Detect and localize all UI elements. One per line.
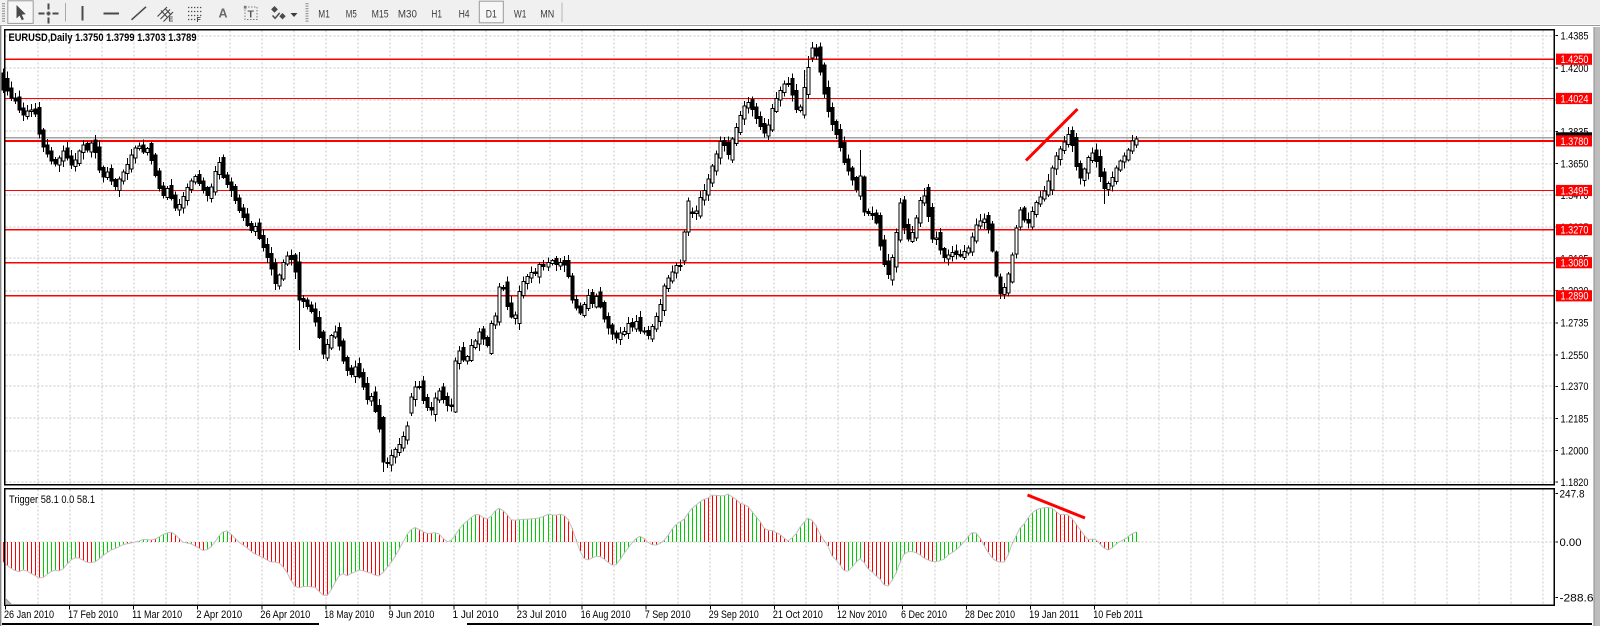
svg-text:9 Jun 2010: 9 Jun 2010	[388, 609, 434, 621]
svg-text:1.4250: 1.4250	[1561, 54, 1589, 66]
svg-text:23 Jul 2010: 23 Jul 2010	[517, 609, 567, 621]
svg-text:H1: H1	[431, 8, 442, 20]
svg-text:17 Feb 2010: 17 Feb 2010	[68, 609, 118, 621]
svg-text:1.4024: 1.4024	[1561, 93, 1589, 105]
svg-text:1.2890: 1.2890	[1561, 291, 1589, 303]
svg-text:26 Jan 2010: 26 Jan 2010	[4, 609, 54, 621]
svg-text:M15: M15	[372, 8, 389, 20]
svg-text:1 Jul 2010: 1 Jul 2010	[453, 609, 499, 621]
svg-text:M30: M30	[398, 8, 417, 20]
svg-text:1.2370: 1.2370	[1561, 381, 1589, 393]
svg-text:E: E	[169, 17, 174, 24]
svg-text:1.3270: 1.3270	[1561, 225, 1589, 237]
svg-text:1.3650: 1.3650	[1561, 159, 1589, 171]
svg-text:1.2735: 1.2735	[1561, 318, 1589, 330]
svg-text:EURUSD,Daily 1.3750 1.3799 1.: EURUSD,Daily 1.3750 1.3799 1.3703 1.3789	[9, 32, 197, 44]
svg-text:7 Sep 2010: 7 Sep 2010	[645, 609, 691, 621]
svg-text:1.1820: 1.1820	[1561, 477, 1589, 489]
svg-text:M5: M5	[346, 8, 357, 20]
svg-text:M1: M1	[318, 8, 330, 20]
svg-text:1.2000: 1.2000	[1561, 446, 1589, 458]
svg-text:21 Oct 2010: 21 Oct 2010	[773, 609, 823, 621]
svg-text:18 May 2010: 18 May 2010	[324, 609, 374, 621]
svg-text:1.2550: 1.2550	[1561, 350, 1589, 362]
svg-text:A: A	[219, 7, 228, 21]
svg-text:16 Aug 2010: 16 Aug 2010	[581, 609, 631, 621]
svg-text:6 Dec 2010: 6 Dec 2010	[901, 609, 947, 621]
svg-text:29 Sep 2010: 29 Sep 2010	[709, 609, 759, 621]
svg-text:Trigger 58.1 0.0 58.1: Trigger 58.1 0.0 58.1	[9, 494, 95, 506]
svg-text:10 Feb 2011: 10 Feb 2011	[1093, 609, 1143, 621]
svg-text:H4: H4	[459, 8, 470, 20]
svg-text:26 Apr 2010: 26 Apr 2010	[260, 609, 310, 621]
svg-text:1.3495: 1.3495	[1561, 185, 1589, 197]
svg-text:1.4200: 1.4200	[1561, 63, 1589, 75]
svg-text:F: F	[197, 17, 202, 24]
svg-text:1.4385: 1.4385	[1561, 31, 1589, 43]
svg-text:247.8: 247.8	[1560, 488, 1585, 500]
svg-text:-288.6: -288.6	[1560, 593, 1594, 605]
svg-text:28 Dec 2010: 28 Dec 2010	[965, 609, 1015, 621]
svg-text:1.3780: 1.3780	[1561, 136, 1589, 148]
svg-text:12 Nov 2010: 12 Nov 2010	[837, 609, 887, 621]
svg-text:D1: D1	[486, 8, 497, 20]
svg-text:MN: MN	[540, 8, 554, 20]
svg-text:2 Apr 2010: 2 Apr 2010	[196, 609, 242, 621]
svg-text:1.3080: 1.3080	[1561, 258, 1589, 270]
svg-text:0.00: 0.00	[1560, 537, 1582, 549]
svg-text:W1: W1	[514, 8, 527, 20]
svg-text:11 Mar 2010: 11 Mar 2010	[132, 609, 182, 621]
svg-text:1.2185: 1.2185	[1561, 413, 1589, 425]
svg-text:19 Jan 2011: 19 Jan 2011	[1029, 609, 1079, 621]
svg-text:T: T	[248, 9, 255, 21]
